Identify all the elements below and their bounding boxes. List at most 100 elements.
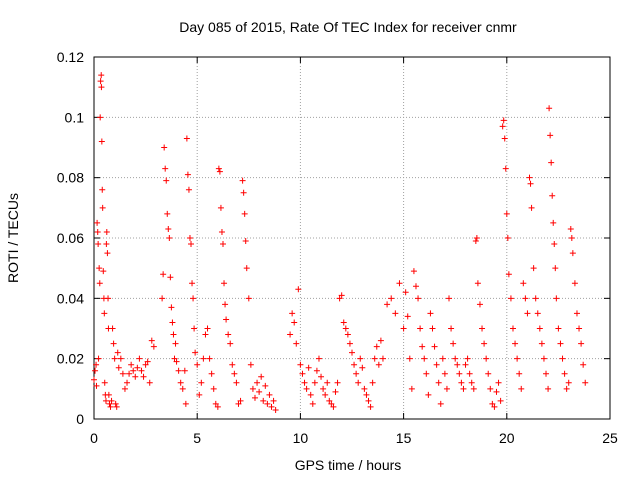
data-point (94, 228, 101, 235)
data-point (235, 400, 242, 407)
data-point (371, 355, 378, 362)
data-point (106, 400, 113, 407)
data-point (578, 340, 585, 347)
data-point (264, 400, 271, 407)
data-point (441, 370, 448, 377)
data-point (97, 78, 104, 85)
data-point (256, 388, 263, 395)
data-point (98, 84, 105, 91)
data-point (415, 295, 422, 302)
data-point (191, 325, 198, 332)
data-point (289, 310, 296, 317)
data-point (565, 379, 572, 386)
data-point (551, 241, 558, 248)
data-point (240, 189, 247, 196)
data-point (410, 268, 417, 275)
data-point (443, 385, 450, 392)
data-point (109, 325, 116, 332)
data-point (439, 355, 446, 362)
data-point (222, 301, 229, 308)
data-point (431, 343, 438, 350)
data-point (501, 135, 508, 142)
data-point (214, 403, 221, 410)
data-point (233, 379, 240, 386)
data-point (115, 364, 122, 371)
data-point (170, 331, 177, 338)
data-point (448, 325, 455, 332)
data-point (433, 361, 440, 368)
data-point (144, 358, 151, 365)
data-point (425, 391, 432, 398)
data-point (318, 373, 325, 380)
data-point (344, 331, 351, 338)
data-point (559, 355, 566, 362)
data-point (130, 367, 137, 374)
data-point (196, 391, 203, 398)
data-point (388, 295, 395, 302)
data-point (247, 361, 254, 368)
data-point (105, 391, 112, 398)
data-point (102, 397, 109, 404)
data-point (146, 379, 153, 386)
data-point (297, 361, 304, 368)
data-point (202, 331, 209, 338)
x-tick-label: 25 (602, 430, 618, 446)
data-point (563, 385, 570, 392)
axis-ticks: 0 5 10 15 20 25 0 0.02 0.04 0.06 0.08 0.1 0.12 (57, 49, 618, 446)
data-point (417, 325, 424, 332)
data-point (105, 295, 112, 302)
data-point (161, 144, 168, 151)
data-point (117, 355, 124, 362)
data-point (402, 289, 409, 296)
data-point (552, 265, 559, 272)
data-point (162, 165, 169, 172)
data-point (476, 301, 483, 308)
data-point (538, 340, 545, 347)
data-point (569, 250, 576, 257)
data-point (293, 340, 300, 347)
data-point (138, 367, 145, 374)
data-point (124, 379, 131, 386)
data-point (470, 385, 477, 392)
data-point (181, 367, 188, 374)
data-point (171, 355, 178, 362)
data-point (94, 219, 101, 226)
data-point (270, 397, 277, 404)
data-point (104, 250, 111, 257)
data-point (557, 340, 564, 347)
data-point (113, 403, 120, 410)
data-point (396, 280, 403, 287)
data-point (536, 325, 543, 332)
data-point (518, 385, 525, 392)
data-point (377, 337, 384, 344)
data-point (462, 361, 469, 368)
data-point (546, 105, 553, 112)
data-point (307, 391, 314, 398)
data-point (241, 210, 248, 217)
data-point (93, 382, 100, 389)
data-point (215, 165, 222, 172)
data-point (160, 271, 167, 278)
data-point (179, 385, 186, 392)
data-point (365, 397, 372, 404)
data-point (254, 379, 261, 386)
data-point (98, 138, 105, 145)
data-point (342, 325, 349, 332)
data-point (549, 192, 556, 199)
data-point (340, 319, 347, 326)
data-point (369, 379, 376, 386)
data-point (96, 280, 103, 287)
data-point (567, 225, 574, 232)
y-tick-label: 0.02 (57, 351, 84, 367)
y-tick-label: 0.08 (57, 170, 84, 186)
data-point (114, 349, 121, 356)
data-point (332, 388, 339, 395)
data-point (212, 400, 219, 407)
data-point (532, 295, 539, 302)
data-point (295, 286, 302, 293)
data-point (305, 364, 312, 371)
data-point (165, 225, 172, 232)
data-point (491, 403, 498, 410)
x-tick-label: 20 (499, 430, 515, 446)
